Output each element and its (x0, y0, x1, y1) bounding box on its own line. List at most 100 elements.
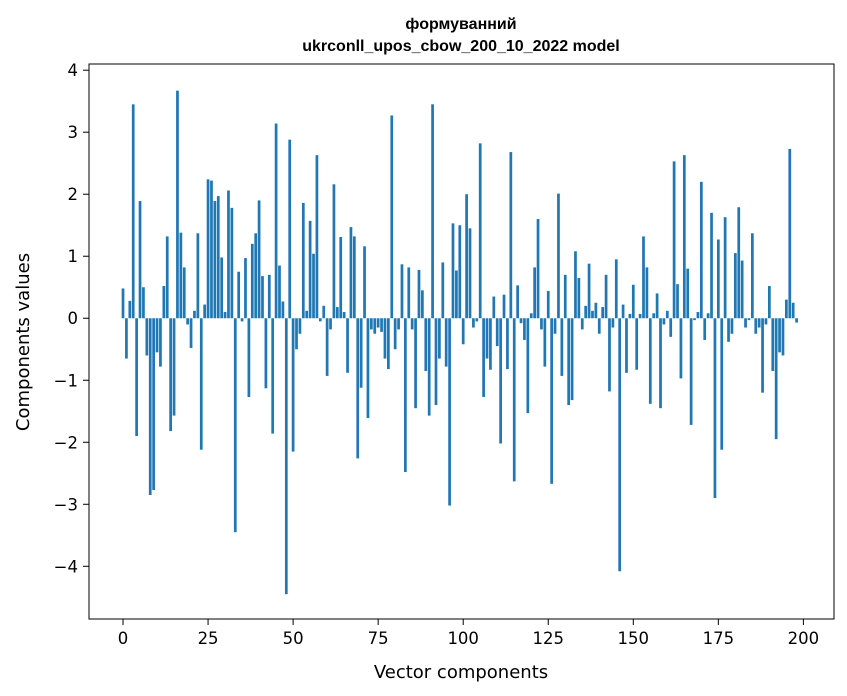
bar (625, 318, 628, 373)
bar (342, 312, 346, 319)
bar (546, 290, 550, 319)
y-axis-label: Components values (13, 253, 34, 431)
bar (363, 246, 366, 319)
bar (672, 161, 676, 319)
bar (434, 318, 438, 406)
bar (216, 196, 220, 319)
bar (145, 318, 149, 356)
bar (271, 318, 275, 434)
chart-title-line-1: формуванний (405, 16, 516, 33)
bar (397, 318, 400, 330)
bar (791, 302, 795, 319)
bar (461, 318, 465, 345)
bar (594, 302, 598, 319)
bar (774, 318, 778, 440)
bar (577, 277, 581, 319)
bar (264, 318, 268, 389)
bar (764, 318, 768, 325)
bar (301, 202, 305, 319)
bar (356, 318, 360, 459)
bar (475, 318, 479, 322)
bar (213, 201, 217, 319)
bar (727, 318, 730, 342)
bar (305, 310, 309, 319)
bar (148, 318, 152, 495)
x-tick-label: 200 (788, 629, 820, 648)
x-tick-label: 0 (118, 629, 129, 648)
bar (424, 318, 428, 371)
bar (485, 318, 489, 359)
bar (393, 318, 397, 350)
bar (676, 284, 679, 319)
bar (533, 267, 536, 319)
bar (529, 313, 533, 319)
bar (696, 312, 700, 319)
bar (274, 123, 278, 319)
bar (298, 318, 302, 334)
bar (455, 270, 458, 319)
bar (417, 269, 421, 319)
bar (720, 318, 724, 450)
bar (220, 257, 224, 319)
bar (138, 201, 142, 319)
y-tick-label: −2 (54, 433, 78, 452)
bar (458, 225, 462, 319)
bar (295, 318, 298, 350)
y-axis-ticks: −4 −3 −2 −1 0 1 2 3 4 (54, 61, 89, 576)
bar (645, 267, 649, 319)
bar (339, 237, 343, 319)
bar (584, 305, 588, 319)
bar (591, 310, 594, 319)
bar (315, 155, 319, 319)
bar (648, 318, 652, 404)
bar (128, 300, 132, 319)
bar (441, 262, 445, 319)
bar (570, 318, 574, 401)
bar (438, 318, 441, 359)
bar (733, 253, 737, 319)
bar (706, 313, 710, 319)
bar (472, 318, 475, 328)
bar (444, 318, 448, 367)
bar (407, 267, 411, 319)
bar (669, 318, 673, 337)
bar (703, 318, 707, 340)
bar (210, 180, 213, 319)
bar (723, 217, 727, 319)
bar (757, 318, 761, 328)
bar (159, 318, 162, 367)
bar (237, 271, 241, 319)
bar (414, 318, 417, 409)
bar (325, 318, 329, 376)
y-tick-label: 0 (68, 309, 79, 328)
x-tick-label: 100 (447, 629, 479, 648)
bar (710, 212, 713, 319)
bar (182, 267, 186, 319)
bar (244, 258, 247, 319)
y-tick-label: −4 (54, 557, 78, 576)
x-tick-label: 150 (618, 629, 650, 648)
x-tick-label: 125 (532, 629, 564, 648)
bar (308, 220, 312, 319)
bar (716, 239, 720, 319)
y-tick-label: 4 (68, 61, 79, 80)
bar (206, 179, 210, 319)
bar (751, 233, 754, 319)
bar (682, 155, 686, 319)
bar (257, 200, 261, 319)
bar (621, 304, 625, 319)
bar (196, 233, 200, 319)
y-tick-label: −1 (54, 371, 78, 390)
bar (580, 318, 584, 330)
bar (155, 318, 159, 353)
bar (665, 310, 669, 319)
bar (318, 318, 322, 322)
bar (540, 318, 543, 330)
bar (186, 318, 190, 325)
bar (478, 143, 482, 319)
bar (785, 299, 788, 319)
bar (608, 318, 611, 392)
bar (227, 190, 230, 319)
bar (176, 90, 179, 319)
x-tick-label: 25 (198, 629, 219, 648)
